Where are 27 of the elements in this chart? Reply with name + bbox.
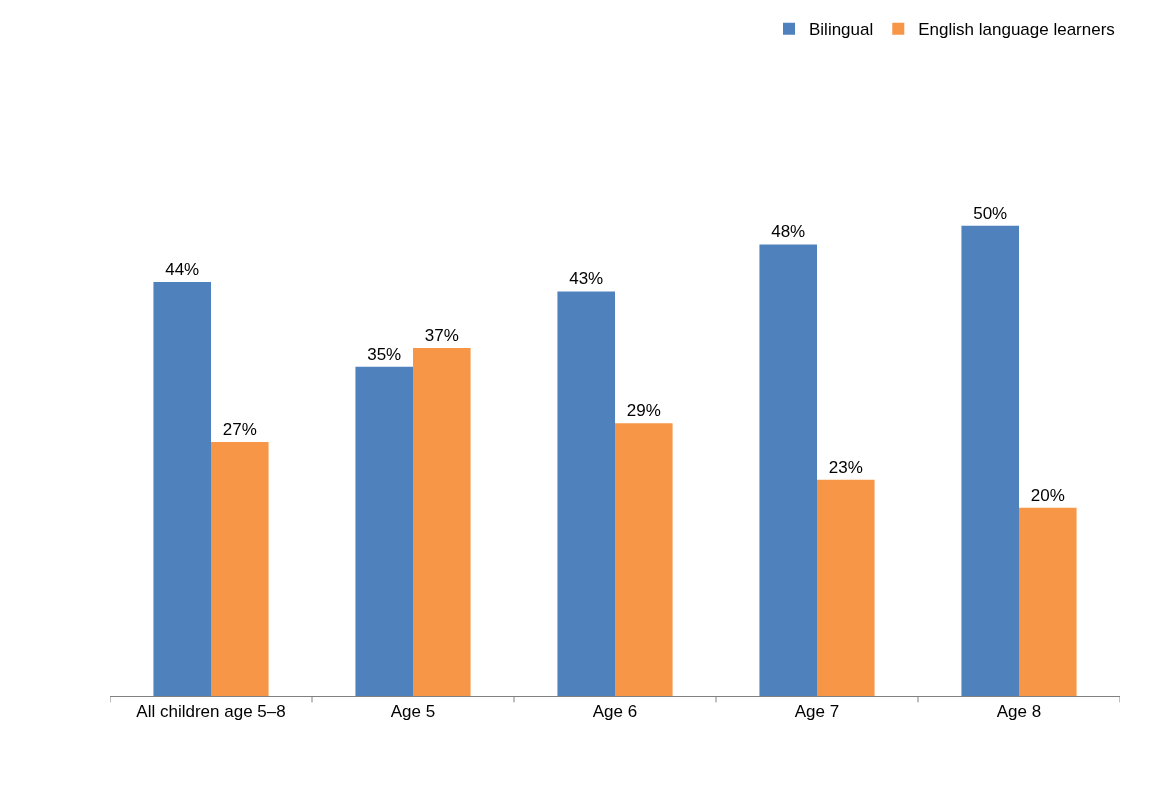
data-label: 20% [1030,485,1065,505]
data-label: 29% [626,401,661,421]
data-label: 50% [973,203,1008,223]
bar [557,291,615,696]
bar [817,479,875,696]
legend-label: Bilingual [809,20,874,40]
legend-label: English language learners [918,20,1115,40]
x-tick-label: Age 5 [390,702,436,722]
data-label: 23% [828,457,863,477]
x-tick-label: All children age 5–8 [136,702,286,722]
data-label: 44% [165,260,200,280]
bar [615,423,673,696]
bar [1019,507,1077,696]
x-tick-label: Age 6 [592,702,638,722]
data-label: 37% [424,325,459,345]
data-label: 35% [367,344,402,364]
bar [153,282,211,696]
bar [413,347,471,696]
bar [961,225,1019,696]
bar [759,244,817,696]
data-label: 48% [771,222,806,242]
x-tick-label: Age 7 [794,702,840,722]
data-label: 43% [569,269,604,289]
bar [211,442,269,696]
data-label: 27% [222,420,257,439]
x-tick-label: Age 8 [996,702,1042,722]
bar [355,366,413,696]
